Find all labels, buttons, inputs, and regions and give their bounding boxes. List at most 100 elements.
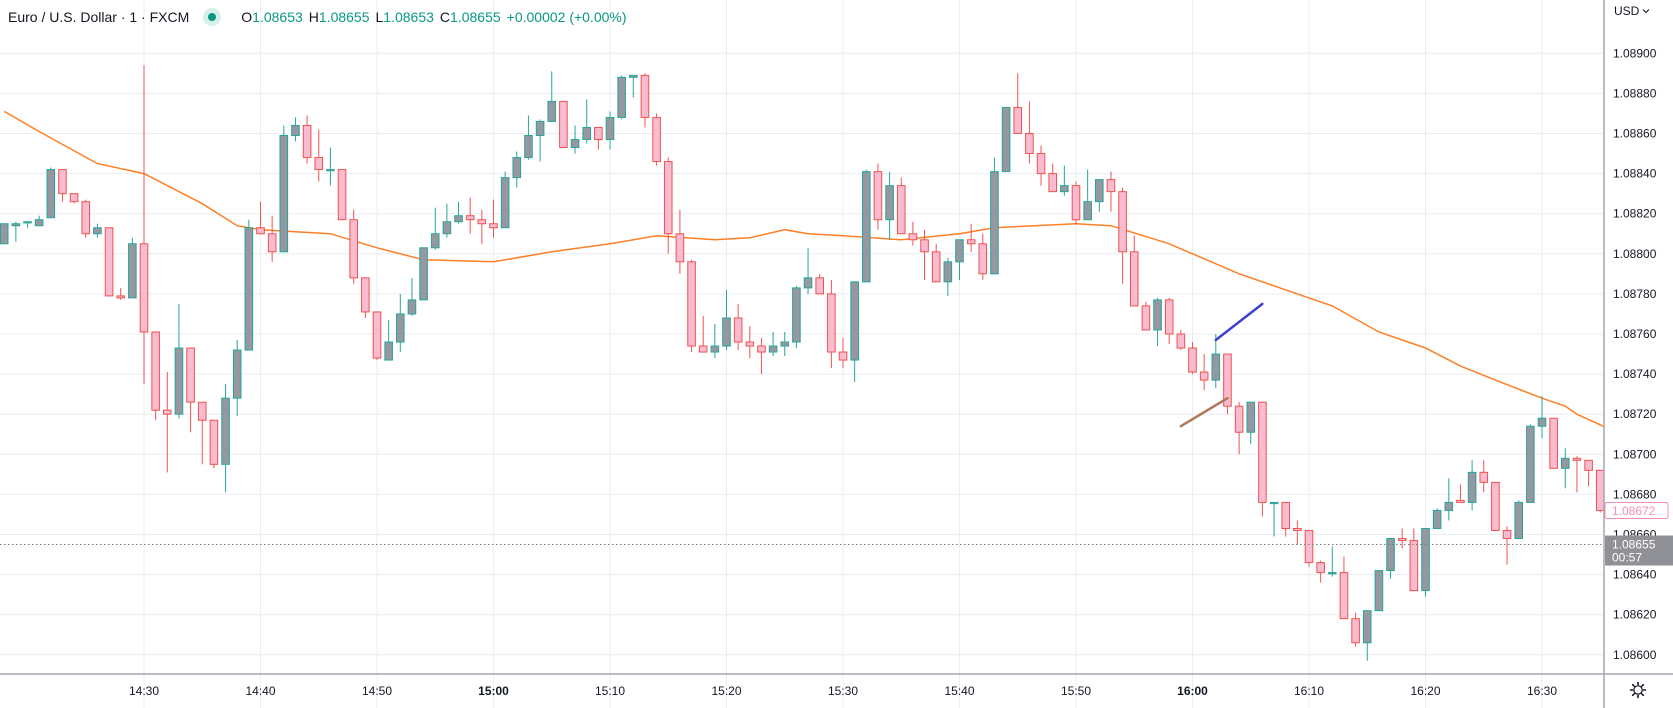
candle-body xyxy=(128,243,137,299)
candle-body xyxy=(594,126,603,141)
time-tick-label: 15:30 xyxy=(828,684,858,698)
candle-down xyxy=(139,65,149,385)
candle-body xyxy=(11,223,21,227)
candle-body xyxy=(1351,618,1360,644)
candle-down xyxy=(1234,402,1244,455)
price-tick-label: 1.08640 xyxy=(1613,568,1657,582)
candle-body xyxy=(1572,457,1582,461)
candle-down xyxy=(1223,353,1232,415)
candle-up xyxy=(1561,448,1570,489)
candle-down xyxy=(197,401,207,465)
candle-up xyxy=(1537,396,1547,439)
candle-down xyxy=(1036,145,1046,186)
candle-body xyxy=(419,247,428,301)
candle-up xyxy=(582,99,592,144)
candle-body xyxy=(1409,540,1419,592)
candle-body xyxy=(58,169,67,195)
candle-down xyxy=(745,325,755,359)
candle-up xyxy=(512,151,522,188)
candle-body xyxy=(174,347,184,415)
symbol-title[interactable]: Euro / U.S. Dollar · 1 · FXCM xyxy=(8,9,190,25)
candle-down xyxy=(1071,181,1081,224)
candle-body xyxy=(1397,538,1407,542)
candle-down xyxy=(675,209,685,274)
candle-down xyxy=(1293,520,1302,545)
candle-body xyxy=(1421,527,1430,592)
legend-header: Euro / U.S. Dollar · 1 · FXCM O 1.08653 H… xyxy=(8,7,627,27)
candle-body xyxy=(1071,185,1081,221)
candle-body xyxy=(1444,501,1454,511)
candle-down xyxy=(1176,329,1186,351)
candle-up xyxy=(326,147,335,186)
candle-body xyxy=(792,287,801,343)
candle-body xyxy=(0,223,9,245)
candle-up xyxy=(768,331,778,357)
candle-body xyxy=(850,281,859,361)
candle-body xyxy=(396,313,405,343)
candle-body xyxy=(430,233,440,249)
candle-body xyxy=(1153,299,1162,331)
candle-up xyxy=(11,221,21,242)
price-tick-label: 1.08860 xyxy=(1613,127,1657,141)
candle-down xyxy=(81,199,91,238)
candle-body xyxy=(1234,405,1244,433)
candle-body xyxy=(733,317,743,343)
candle-down xyxy=(594,126,603,150)
last-bar-price-text: 1.08672 xyxy=(1612,504,1656,518)
candle-up xyxy=(128,237,137,299)
candle-down xyxy=(1397,528,1407,549)
candle-body xyxy=(197,401,207,421)
candle-up xyxy=(174,303,184,419)
price-tick-label: 1.08680 xyxy=(1613,487,1657,501)
change-value: +0.00002 (+0.00%) xyxy=(506,9,627,25)
candle-body xyxy=(1584,459,1593,471)
candle-body xyxy=(1118,191,1127,253)
candle-down xyxy=(372,311,382,361)
candle-body xyxy=(291,124,300,137)
price-tick-label: 1.08880 xyxy=(1613,86,1657,100)
candle-up xyxy=(430,207,440,250)
candle-body xyxy=(23,221,32,224)
candle-body xyxy=(827,293,836,353)
candle-up xyxy=(792,285,801,349)
candle-up xyxy=(722,289,731,351)
candle-down xyxy=(1106,171,1116,212)
candle-down xyxy=(361,277,370,318)
candle-body xyxy=(1095,179,1104,203)
candle-down xyxy=(58,169,67,202)
candle-body xyxy=(151,331,160,411)
candle-up xyxy=(1095,179,1104,212)
candle-body xyxy=(1048,173,1058,193)
candle-body xyxy=(489,223,498,229)
candle-up xyxy=(279,125,289,253)
candle-body xyxy=(722,317,731,347)
candle-up xyxy=(23,221,32,228)
live-price-label xyxy=(1605,535,1673,566)
time-tick-label: 14:40 xyxy=(245,684,275,698)
candle-down xyxy=(663,157,673,254)
gear-icon[interactable] xyxy=(1628,680,1648,700)
candle-body xyxy=(966,239,976,245)
candle-body xyxy=(652,116,661,163)
candle-down xyxy=(1572,456,1582,493)
candle-down xyxy=(920,229,929,280)
time-tick-label: 16:00 xyxy=(1177,684,1208,698)
candle-body xyxy=(1211,353,1221,381)
candle-down xyxy=(1118,187,1127,284)
candle-body xyxy=(1456,499,1465,503)
candle-up xyxy=(1211,334,1221,389)
currency-selector[interactable]: USD xyxy=(1614,4,1650,18)
candle-down xyxy=(978,233,988,280)
candle-up xyxy=(1374,570,1384,612)
time-tick-label: 16:20 xyxy=(1410,684,1440,698)
time-axis-background xyxy=(0,674,1604,708)
candle-down xyxy=(757,338,766,375)
price-tick-label: 1.08700 xyxy=(1613,447,1657,461)
candle-down xyxy=(966,223,976,252)
candle-up xyxy=(535,119,545,162)
candle-body xyxy=(943,261,953,283)
candle-up xyxy=(1444,478,1454,521)
candle-body xyxy=(698,345,708,353)
candle-down xyxy=(1456,484,1465,503)
